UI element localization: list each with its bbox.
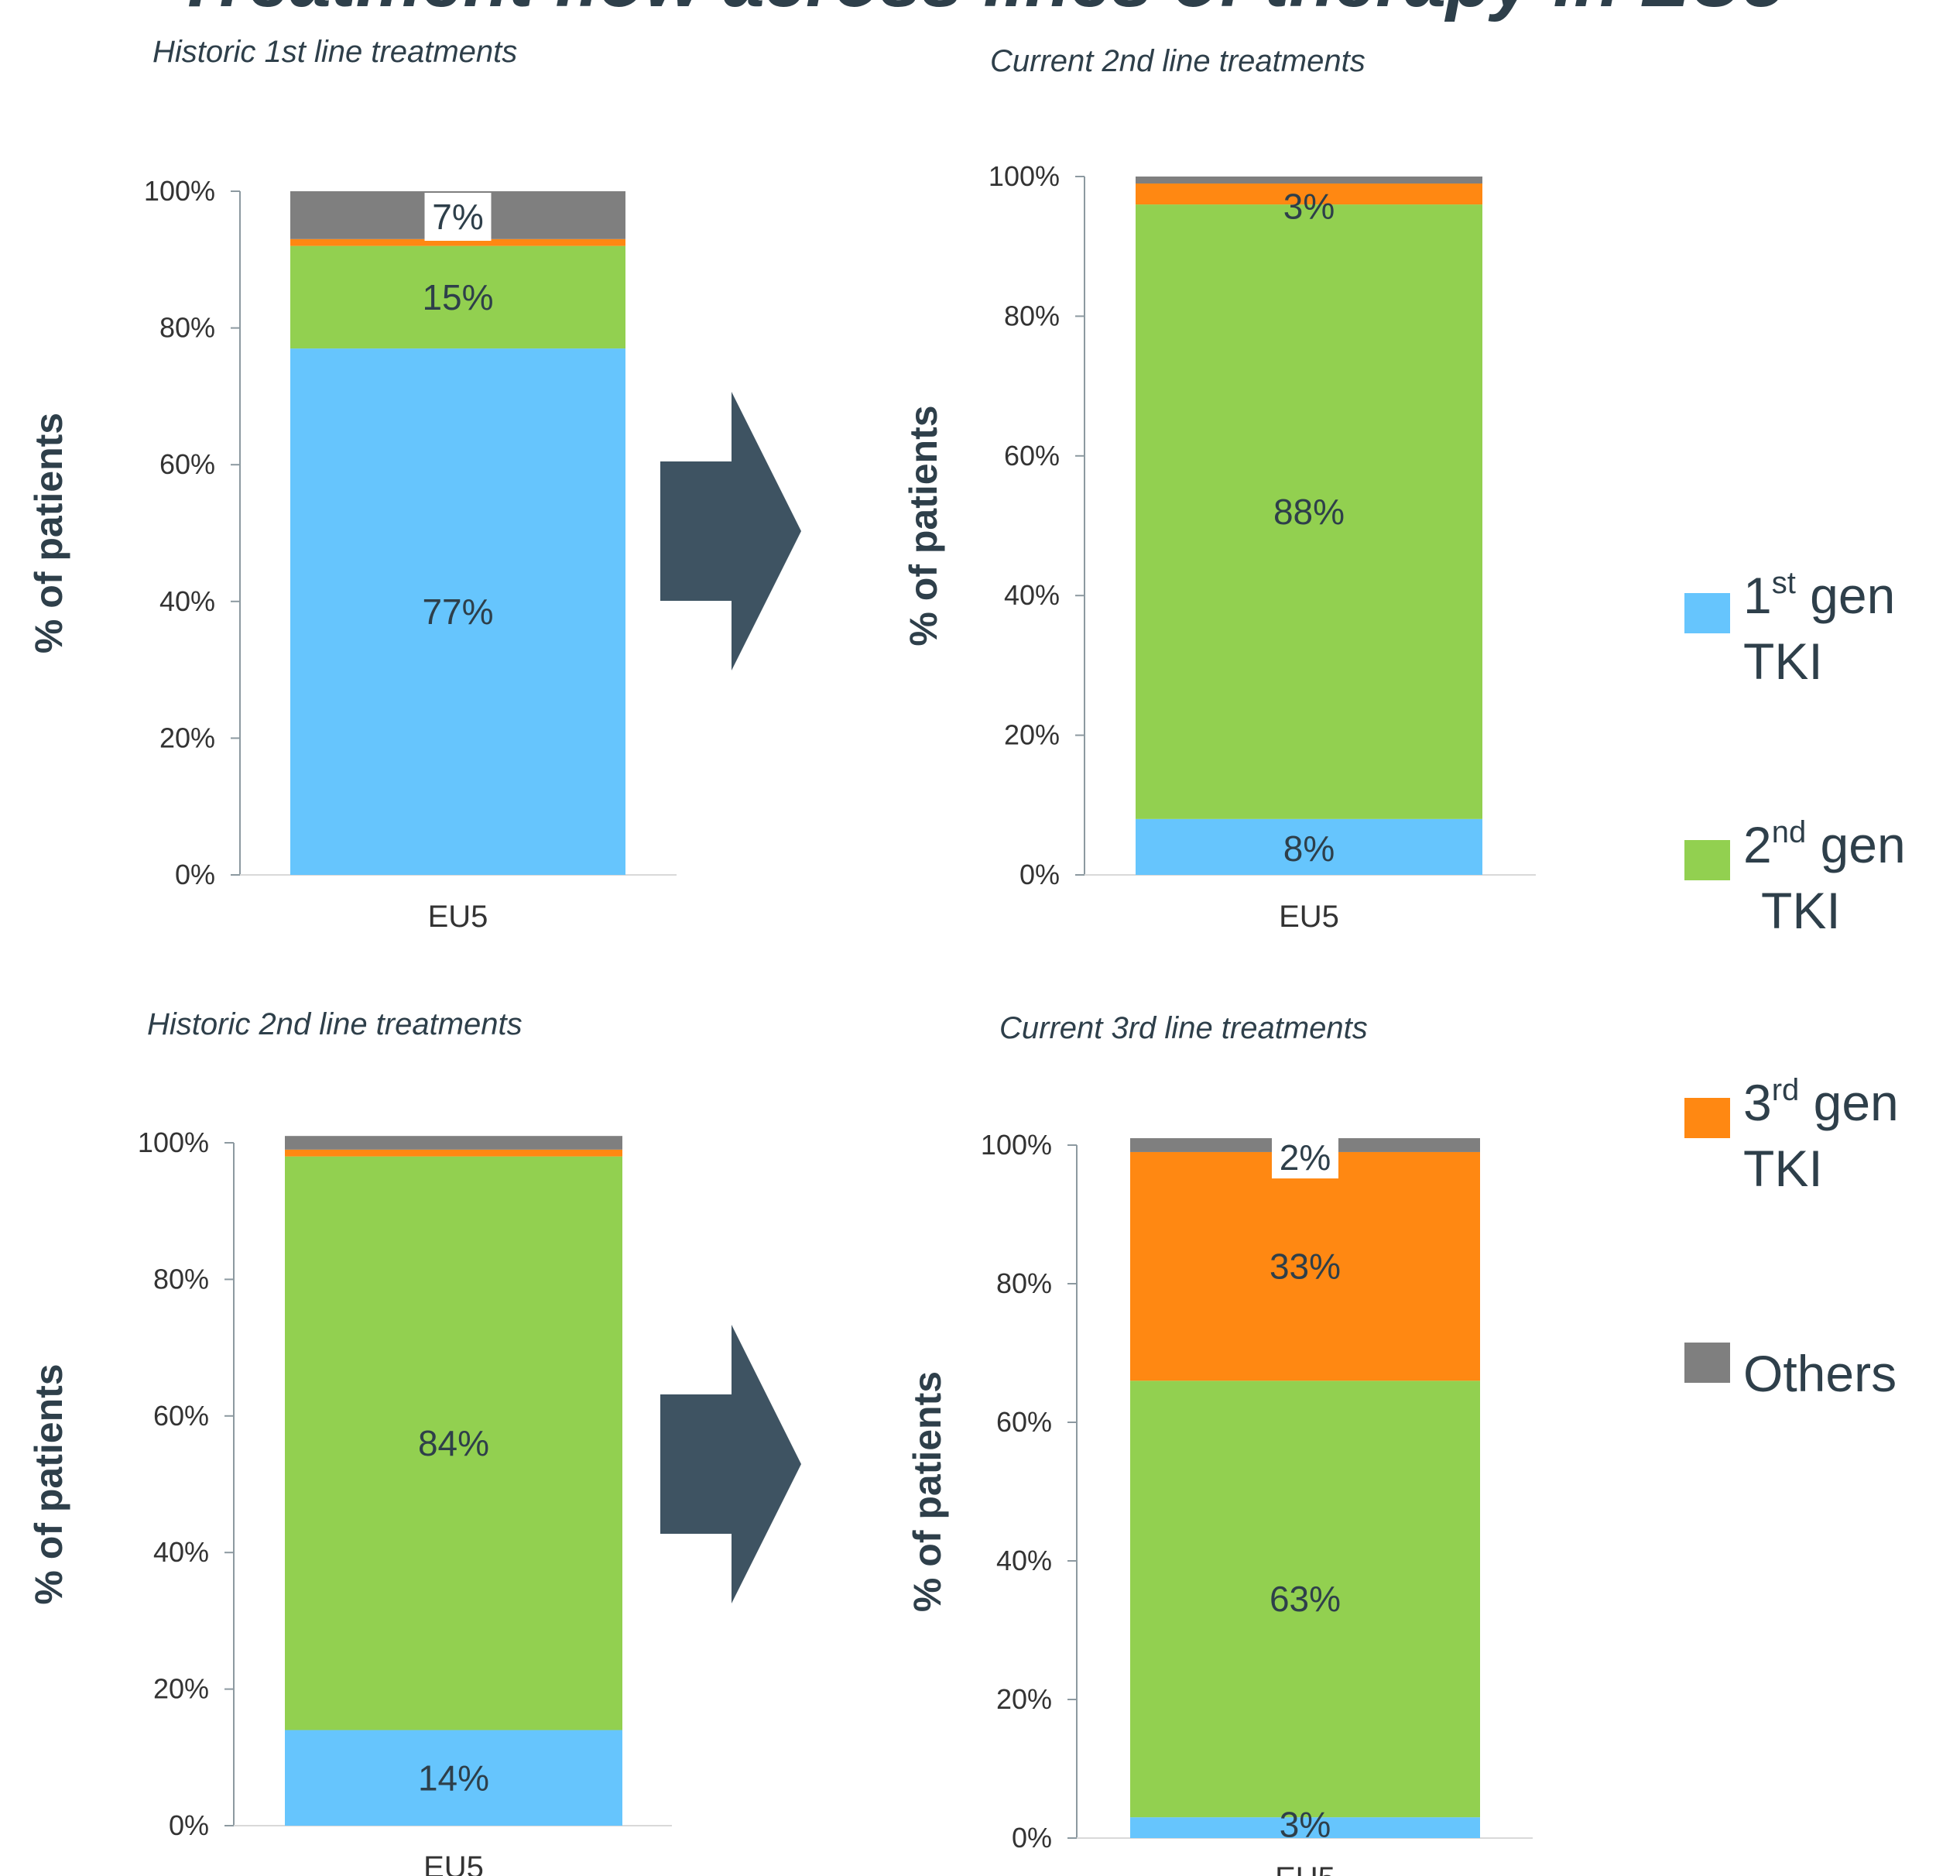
- data-label-second-gen: 88%: [1273, 492, 1345, 532]
- y-tick-label: 80%: [153, 1263, 209, 1295]
- legend-label: 2nd gen: [1743, 815, 1906, 873]
- bar-segment-others: [1136, 177, 1482, 184]
- bar-segment-third-gen: [1136, 183, 1482, 205]
- y-tick-label: 20%: [159, 722, 215, 753]
- chart-subtitle: Current 3rd line treatments: [999, 1011, 1368, 1045]
- flow-arrows: [660, 392, 801, 1603]
- y-tick-label: 0%: [1012, 1822, 1052, 1854]
- data-label-second-gen: 84%: [418, 1423, 489, 1463]
- legend-item-others: Others: [1684, 1343, 1897, 1402]
- data-label-second-gen: 15%: [422, 277, 493, 317]
- y-tick-label: 40%: [159, 585, 215, 617]
- legend-label-line2: TKI: [1743, 1140, 1823, 1197]
- y-tick-label: 60%: [996, 1406, 1052, 1438]
- x-category-label: EU5: [423, 1850, 484, 1876]
- y-tick-label: 20%: [153, 1673, 209, 1705]
- chart-panel-4: Current 3rd line treatments % of patients…: [906, 1011, 1533, 1876]
- bar-segment-second-gen: [290, 245, 625, 349]
- y-tick-label: 60%: [159, 448, 215, 480]
- bar-segment-second-gen: [285, 1156, 622, 1730]
- legend-label: 1st gen: [1743, 566, 1895, 624]
- legend-label-line2: TKI: [1743, 633, 1823, 690]
- page-title: Treatment flow across lines of therapy i…: [176, 0, 1786, 22]
- legend-swatch: [1684, 1098, 1730, 1138]
- legend-swatch: [1684, 1343, 1730, 1383]
- data-label-others: 7%: [432, 197, 483, 237]
- chart-panel-1: Historic 1st line treatments % of patient…: [27, 35, 677, 934]
- y-tick-label: 60%: [1004, 440, 1060, 472]
- legend-item-first-gen: 1st gen TKI: [1684, 566, 1895, 690]
- data-label-others: 2%: [1280, 1137, 1331, 1178]
- y-tick-label: 0%: [169, 1809, 209, 1841]
- y-tick-label: 80%: [159, 312, 215, 344]
- y-tick-label: 40%: [153, 1536, 209, 1568]
- legend-swatch: [1684, 840, 1730, 880]
- y-tick-label: 60%: [153, 1400, 209, 1432]
- bar-segment-first-gen: [1130, 1817, 1480, 1838]
- y-tick-label: 20%: [1004, 719, 1060, 751]
- y-tick-label: 80%: [996, 1267, 1052, 1299]
- y-tick-label: 80%: [1004, 300, 1060, 331]
- x-category-label: EU5: [428, 900, 488, 934]
- data-label-second-gen: 63%: [1270, 1579, 1341, 1619]
- y-axis-title: % of patients: [27, 413, 70, 653]
- y-axis-title: % of patients: [902, 405, 945, 646]
- bar-segment-second-gen: [1136, 204, 1482, 819]
- data-label-third-gen: 3%: [1283, 187, 1335, 227]
- y-tick-label: 0%: [1019, 859, 1060, 890]
- y-tick-label: 100%: [138, 1127, 209, 1158]
- bar-segment-third-gen: [290, 238, 625, 246]
- x-category-label: EU5: [1275, 1861, 1335, 1876]
- y-tick-label: 100%: [144, 175, 215, 207]
- chart-panel-3: Historic 2nd line treatments % of patient…: [27, 1007, 672, 1876]
- y-tick-label: 100%: [981, 1129, 1052, 1161]
- y-axis-title: % of patients: [906, 1371, 949, 1612]
- legend-item-third-gen: 3rd gen TKI: [1684, 1073, 1899, 1197]
- y-tick-label: 40%: [1004, 579, 1060, 611]
- data-label-first-gen: 77%: [422, 592, 493, 632]
- bar-segment-third-gen: [1130, 1151, 1480, 1381]
- data-label-third-gen: 33%: [1270, 1247, 1341, 1287]
- bar-segment-second-gen: [1130, 1380, 1480, 1818]
- flow-arrow-icon: [660, 1325, 801, 1603]
- legend-item-second-gen: 2nd gen TKI: [1684, 815, 1906, 939]
- legend-label-line2: TKI: [1761, 882, 1841, 939]
- x-category-label: EU5: [1279, 900, 1339, 934]
- data-label-first-gen: 14%: [418, 1758, 489, 1798]
- y-tick-label: 0%: [175, 859, 215, 890]
- chart-panel-2: Current 2nd line treatments % of patients…: [902, 44, 1536, 934]
- legend-label: Others: [1743, 1345, 1897, 1402]
- chart-subtitle: Current 2nd line treatments: [990, 44, 1365, 78]
- data-label-background: [424, 193, 492, 241]
- chart-subtitle: Historic 1st line treatments: [152, 35, 517, 69]
- bar-segment-first-gen: [285, 1730, 622, 1826]
- bar-segment-others: [285, 1136, 622, 1150]
- legend-swatch: [1684, 593, 1730, 633]
- data-label-first-gen: 3%: [1280, 1805, 1331, 1845]
- flow-arrow-icon: [660, 392, 801, 670]
- legend: 1st gen TKI 2nd gen TKI 3rd gen TKI Others: [1684, 566, 1906, 1402]
- y-tick-label: 100%: [989, 160, 1060, 192]
- bar-segment-third-gen: [285, 1149, 622, 1157]
- data-label-background: [1272, 1137, 1338, 1179]
- charts-group: Historic 1st line treatments % of patient…: [27, 35, 1536, 1876]
- y-tick-label: 20%: [996, 1683, 1052, 1715]
- y-axis-title: % of patients: [27, 1363, 70, 1604]
- chart-subtitle: Historic 2nd line treatments: [147, 1007, 523, 1041]
- data-label-first-gen: 8%: [1283, 828, 1335, 869]
- y-tick-label: 40%: [996, 1545, 1052, 1576]
- legend-label: 3rd gen: [1743, 1073, 1899, 1131]
- bar-segment-first-gen: [1136, 818, 1482, 875]
- bar-segment-first-gen: [290, 348, 625, 876]
